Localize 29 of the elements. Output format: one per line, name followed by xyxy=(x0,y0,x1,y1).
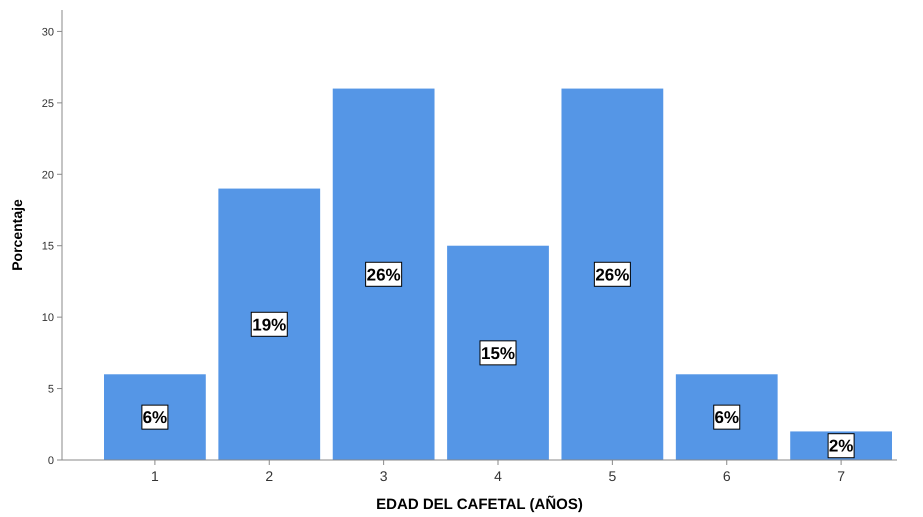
bar xyxy=(104,374,206,460)
data-label: 26% xyxy=(595,265,630,284)
data-label: 26% xyxy=(366,265,401,284)
bar xyxy=(218,188,320,460)
data-label: 6% xyxy=(142,408,168,428)
x-axis-title: EDAD DEL CAFETAL (AÑOS) xyxy=(376,495,583,513)
x-tick-label: 5 xyxy=(608,468,616,484)
data-label: 15% xyxy=(480,344,516,363)
x-tick-label: 6 xyxy=(722,468,731,484)
x-tick-label: 4 xyxy=(494,468,502,484)
bar xyxy=(561,88,664,460)
data-label: 6% xyxy=(714,408,740,428)
x-tick-label: 3 xyxy=(380,468,388,484)
y-tick-label: 0 xyxy=(48,455,54,467)
y-tick-label: 10 xyxy=(42,312,54,324)
x-tick-label: 1 xyxy=(150,468,159,484)
data-label: 19% xyxy=(252,315,286,334)
bar xyxy=(676,374,778,460)
x-tick-label: 7 xyxy=(837,468,846,484)
y-tick-label: 20 xyxy=(42,169,54,182)
y-axis-title: Porcentaje xyxy=(9,198,25,271)
y-tick-label: 30 xyxy=(42,26,54,38)
bar xyxy=(447,246,549,460)
x-tick-label: 2 xyxy=(265,468,274,484)
y-tick-label: 25 xyxy=(42,98,54,110)
data-label: 2% xyxy=(828,436,854,456)
bar xyxy=(332,88,435,460)
y-tick-label: 5 xyxy=(48,384,54,396)
y-tick-label: 15 xyxy=(42,240,54,253)
